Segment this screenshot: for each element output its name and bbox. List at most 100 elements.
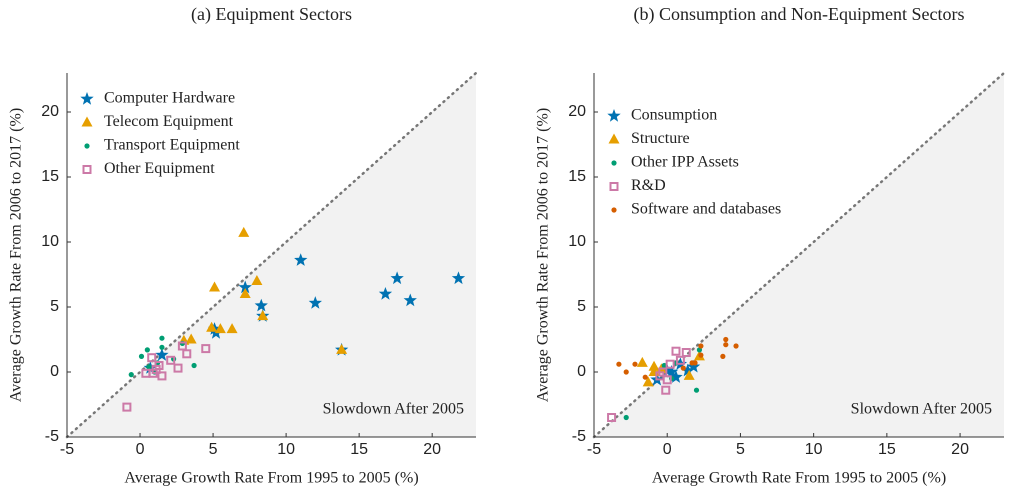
circle-marker (720, 353, 726, 359)
square-marker (607, 413, 617, 422)
x-tick-label: 10 (805, 441, 823, 458)
star-marker (451, 271, 466, 285)
triangle-marker (336, 343, 348, 354)
legend-label: Consumption (631, 107, 717, 124)
square-marker (655, 371, 665, 381)
star-marker (669, 370, 683, 383)
square-marker (665, 359, 675, 369)
square-marker (675, 355, 685, 365)
legend-label: Telecom Equipment (104, 113, 234, 130)
star-marker (664, 365, 679, 378)
circle-marker (723, 342, 729, 348)
circle-marker (146, 364, 152, 370)
triangle-marker (648, 360, 660, 371)
star-marker (681, 363, 695, 377)
star-marker (294, 253, 308, 266)
square-marker (182, 349, 192, 359)
y-tick-label: 5 (50, 298, 59, 315)
square-marker (671, 346, 681, 356)
square-marker (122, 402, 132, 412)
chart-title: (b) Consumption and Non-Equipment Sector… (634, 4, 965, 25)
star-marker (390, 271, 404, 285)
x-tick-label: 10 (277, 441, 295, 458)
star-marker (403, 293, 417, 307)
y-axis-label: Average Growth Rate From 2006 to 2017 (%… (8, 108, 25, 402)
legend-label: Computer Hardware (104, 90, 235, 107)
x-tick-label: 15 (350, 441, 368, 458)
y-tick-label: 5 (577, 298, 586, 315)
diagonal-line (65, 71, 478, 439)
circle-marker (733, 343, 739, 349)
triangle-marker (239, 288, 251, 298)
legend-marker (609, 182, 619, 191)
square-marker (166, 355, 176, 365)
star-marker (686, 359, 701, 373)
square-marker (681, 348, 691, 357)
circle-marker (698, 343, 704, 349)
square-marker (147, 353, 157, 363)
legend-label: Other IPP Assets (631, 154, 739, 171)
legend-marker (80, 92, 94, 105)
y-tick-label: 0 (50, 363, 59, 380)
legend-marker (611, 160, 617, 166)
y-tick-label: 20 (41, 103, 59, 120)
y-tick-label: -5 (45, 428, 59, 445)
x-tick-label: 5 (736, 441, 745, 458)
circle-marker (661, 362, 667, 369)
legend-marker (607, 109, 621, 122)
triangle-marker (238, 226, 250, 237)
legend-label: Other Equipment (104, 160, 215, 177)
triangle-marker (206, 321, 218, 332)
triangle-marker (636, 356, 648, 367)
chart-title: (a) Equipment Sectors (191, 4, 352, 25)
square-marker (201, 344, 211, 354)
triangle-marker (214, 323, 226, 334)
circle-marker (698, 352, 704, 358)
annotation: Slowdown After 2005 (851, 401, 992, 418)
legend-marker (608, 133, 620, 144)
star-marker (155, 348, 169, 361)
circle-marker (191, 362, 197, 369)
triangle-marker (209, 281, 221, 292)
star-marker (254, 298, 268, 312)
x-tick-label: -5 (587, 441, 601, 458)
circle-marker (623, 414, 629, 421)
circle-marker (159, 335, 165, 341)
x-axis-label: Average Growth Rate From 1995 to 2005 (%… (124, 470, 418, 487)
y-tick-label: 10 (41, 233, 59, 250)
legend-marker (82, 165, 92, 174)
square-marker (173, 363, 183, 373)
triangle-marker (185, 333, 197, 344)
square-marker (148, 368, 158, 378)
circle-marker (632, 361, 638, 367)
circle-marker (723, 336, 729, 343)
star-marker (238, 280, 252, 294)
x-tick-label: 15 (878, 441, 896, 458)
y-tick-label: 15 (41, 168, 59, 185)
legend-label: Structure (631, 130, 690, 147)
x-tick-label: -5 (60, 441, 74, 458)
triangle-marker (257, 310, 269, 321)
square-marker (661, 385, 671, 395)
triangle-marker (226, 323, 238, 334)
circle-marker (623, 369, 629, 375)
triangle-marker (251, 275, 263, 285)
circle-marker (138, 353, 145, 359)
star-marker (308, 296, 322, 309)
triangle-marker (683, 369, 695, 380)
legend-marker (84, 143, 90, 149)
circle-marker (159, 344, 165, 350)
x-tick-label: 20 (951, 441, 969, 458)
legend-label: R&D (631, 177, 666, 194)
y-tick-label: 10 (568, 233, 586, 250)
circle-marker (692, 360, 698, 366)
circle-marker (696, 347, 703, 353)
circle-marker (128, 372, 134, 378)
y-tick-label: 15 (568, 168, 586, 185)
circle-marker (642, 374, 648, 380)
annotation: Slowdown After 2005 (323, 401, 464, 418)
y-axis-label: Average Growth Rate From 2006 to 2017 (%… (535, 108, 552, 402)
x-axis-label: Average Growth Rate From 1995 to 2005 (%… (652, 470, 946, 487)
legend-marker (611, 207, 617, 213)
circle-marker (616, 361, 622, 367)
